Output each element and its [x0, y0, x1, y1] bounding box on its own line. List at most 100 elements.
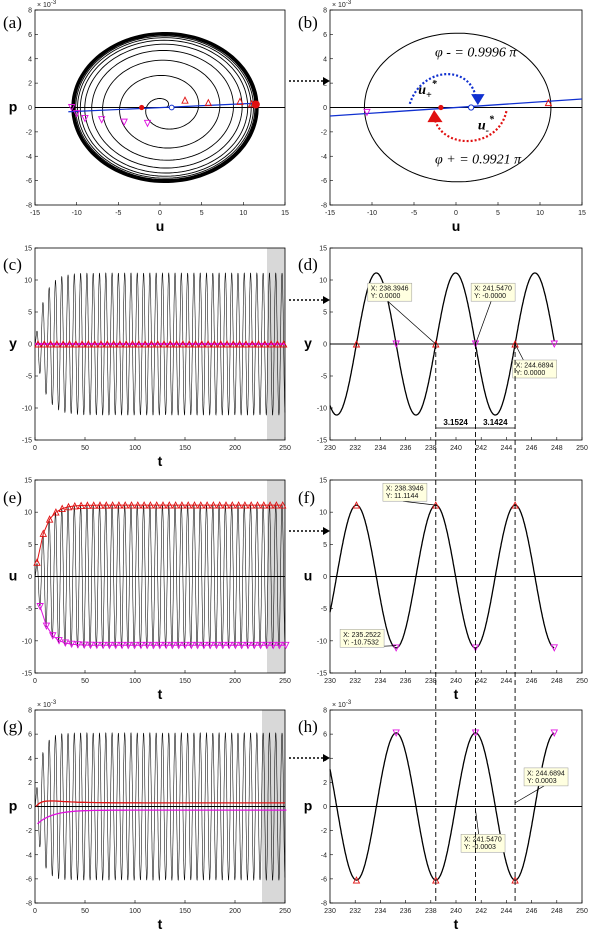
red-marker: [352, 876, 361, 884]
magenta-marker: [392, 729, 400, 737]
magenta-marker: [168, 641, 177, 650]
red-marker: [165, 501, 174, 509]
magenta-marker: [156, 641, 164, 650]
x-tick-label: 150: [179, 445, 191, 452]
lower-marker-line: [37, 809, 287, 825]
datatip-box: [512, 359, 557, 379]
magenta-marker: [263, 641, 271, 650]
y-tick-label: 2: [323, 81, 327, 88]
magenta-marker: [256, 641, 265, 650]
magenta-marker: [250, 641, 259, 650]
x-tick-label: 240: [450, 908, 462, 915]
x-tick-label: 248: [551, 678, 563, 685]
red-marker: [223, 339, 231, 348]
magenta-marker: [238, 641, 246, 650]
red-marker: [179, 339, 187, 348]
y-axis-label: u: [304, 568, 313, 584]
x-tick-label: 236: [400, 678, 412, 685]
y-tick-label: 10: [24, 278, 32, 285]
red-marker: [228, 501, 237, 509]
red-marker: [544, 98, 553, 107]
x-tick-label: 250: [279, 678, 291, 685]
x-tick-label: 250: [576, 445, 588, 452]
panel-label: (d): [298, 255, 318, 274]
x-tick-label: 242: [475, 445, 487, 452]
red-marker: [97, 339, 105, 348]
datatip-box: [367, 282, 413, 302]
y-tick-label: -8: [321, 203, 327, 210]
x-tick-label: -5: [115, 210, 121, 217]
datatip-h2-x: X: 241.5470: [464, 837, 502, 844]
y-tick-label: 10: [319, 510, 327, 517]
magenta-marker: [244, 641, 252, 650]
red-marker: [34, 339, 42, 348]
magenta-marker: [175, 641, 183, 650]
y-tick-label: 4: [28, 756, 32, 763]
x-axis-label: t: [158, 453, 163, 469]
y-tick-label: 4: [323, 56, 327, 63]
y-tick-label: -8: [26, 901, 32, 908]
red-marker: [160, 339, 168, 348]
red-marker: [58, 504, 66, 513]
y-tick-label: -8: [26, 203, 32, 210]
magenta-marker: [105, 641, 114, 650]
red-marker: [153, 339, 162, 348]
x-tick-label: 200: [229, 678, 241, 685]
connector-arrowhead: [323, 527, 330, 535]
upper-marker-line: [35, 800, 285, 807]
red-marker: [89, 501, 98, 509]
connector-arrowhead: [323, 754, 330, 762]
red-marker: [184, 501, 192, 509]
x-tick-label: 15: [281, 210, 289, 217]
y-tick-label: 15: [24, 246, 32, 253]
magenta-marker: [187, 641, 196, 650]
red-marker: [234, 501, 243, 509]
red-marker: [77, 501, 85, 509]
y-tick-label: 8: [28, 8, 32, 15]
x-tick-label: 240: [450, 678, 462, 685]
red-marker: [279, 339, 288, 348]
red-marker: [278, 501, 287, 509]
x-tick-label: 234: [375, 445, 387, 452]
x-axis-label: t: [454, 916, 459, 932]
y-tick-label: -5: [321, 374, 327, 381]
panel-a: -15 -10 -5 0 5 10 15 -8 -6 -4 -2 0 2 4 6 8 × 10-3 u p (a): [3, 0, 289, 234]
x-tick-label: 246: [526, 445, 538, 452]
red-marker: [65, 339, 74, 348]
datatip-f2-x: X: 235.2522: [343, 632, 381, 639]
datatip-h2-y: Y: -0.0003: [464, 844, 496, 851]
red-marker: [159, 501, 167, 509]
red-marker: [222, 501, 230, 509]
datatip-d2-x: X: 241.5470: [474, 286, 512, 293]
datatip-pointer: [475, 301, 492, 345]
y-tick-label: -8: [321, 901, 327, 908]
magenta-marker: [219, 641, 227, 650]
y-tick-label: -10: [22, 406, 32, 413]
y-tick-label: -2: [26, 129, 32, 136]
red-marker: [90, 339, 99, 348]
panel-label: (h): [298, 717, 318, 736]
x-tick-label: 230: [324, 445, 336, 452]
x-tick-label: 50: [81, 678, 89, 685]
magenta-marker: [67, 104, 76, 112]
y-tick-label: 0: [28, 342, 32, 349]
x-tick-label: 200: [229, 908, 241, 915]
magenta-marker: [81, 115, 89, 123]
x-tick-label: -10: [367, 210, 377, 217]
red-marker: [253, 501, 262, 509]
y-tick-label: 5: [28, 310, 32, 317]
red-marker: [96, 501, 104, 509]
magenta-marker: [143, 119, 152, 128]
panel-label: (e): [3, 488, 22, 507]
datatip-f1-y: Y: 11.1144: [386, 493, 419, 500]
phi-minus-arrow: [408, 73, 478, 105]
y-tick-label: -15: [22, 671, 32, 678]
red-marker: [203, 501, 211, 509]
panel-d: 230 232 234 236 238 240 242 244 246 248 250 -15 -10 -…: [298, 246, 588, 453]
x-tick-label: 230: [324, 678, 336, 685]
magenta-marker: [124, 641, 133, 650]
x-tick-label: 242: [475, 678, 487, 685]
datatip-f2-y: Y: -10.7532: [343, 639, 379, 646]
connector-arrowhead: [323, 77, 330, 85]
red-marker: [197, 501, 205, 509]
